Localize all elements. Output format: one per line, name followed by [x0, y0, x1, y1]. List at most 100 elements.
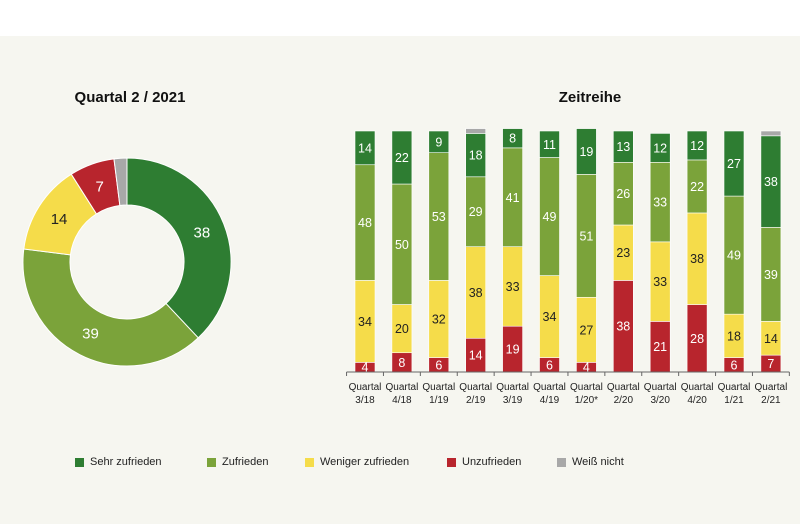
legend-swatch-sehr-zufrieden [75, 457, 84, 467]
bar-data-label: 33 [653, 196, 667, 210]
x-tick-label: 1/21 [724, 395, 744, 406]
x-tick-label: Quartal [644, 382, 677, 393]
bar-data-label: 23 [616, 246, 630, 260]
x-tick-label: Quartal [755, 382, 788, 393]
bar-segment-weiss-nicht [465, 128, 487, 134]
bar-data-label: 7 [767, 357, 774, 371]
x-tick-label: Quartal [718, 382, 751, 393]
bar-data-label: 14 [764, 332, 778, 346]
bar-data-label: 9 [435, 135, 442, 149]
bar-data-label: 20 [395, 322, 409, 336]
bar-data-label: 34 [543, 310, 557, 324]
x-tick-label: Quartal [681, 382, 714, 393]
bar-data-label: 11 [543, 138, 556, 152]
bar-data-label: 27 [579, 323, 593, 337]
x-tick-label: Quartal [422, 382, 455, 393]
bar-data-label: 21 [653, 340, 667, 354]
x-tick-label: 2/20 [614, 395, 634, 406]
bar-segment-sehr-zufrieden [723, 130, 745, 197]
time-series-title: Zeitreihe [558, 89, 622, 106]
bar-data-label: 33 [506, 280, 520, 294]
bar-segment-sehr-zufrieden [686, 130, 708, 161]
bar-data-label: 19 [506, 343, 520, 357]
legend-label-weniger-zufrieden: Weniger zufrieden [320, 456, 410, 468]
bar-data-label: 14 [469, 349, 483, 363]
legend-item-unzufrieden: Unzufrieden [447, 454, 521, 470]
bar-data-label: 8 [509, 132, 516, 146]
x-tick-label: Quartal [496, 382, 529, 393]
legend-label-zufrieden: Zufrieden [222, 456, 269, 468]
bar-segment-sehr-zufrieden [428, 130, 450, 153]
legend-swatch-zufrieden [207, 457, 216, 467]
bar-data-label: 34 [358, 315, 372, 329]
legend-swatch-weiss-nicht [557, 457, 566, 467]
bar-data-label: 12 [690, 139, 704, 153]
bar-segment-sehr-zufrieden [354, 130, 376, 166]
bar-data-label: 33 [653, 275, 667, 289]
bar-data-label: 13 [616, 140, 630, 154]
x-tick-label: Quartal [386, 382, 419, 393]
legend-label-unzufrieden: Unzufrieden [462, 456, 522, 468]
bar-data-label: 38 [764, 175, 778, 189]
donut-chart-title: Quartal 2 / 2021 [74, 89, 186, 106]
bar-data-label: 39 [764, 268, 778, 282]
x-tick-label: 1/20* [575, 395, 598, 406]
bar-data-label: 18 [469, 149, 483, 163]
bar-data-label: 38 [690, 252, 704, 266]
bar-data-label: 41 [506, 191, 520, 205]
bar-data-label: 18 [727, 329, 741, 343]
x-tick-label: 4/20 [687, 395, 707, 406]
x-tick-label: Quartal [349, 382, 382, 393]
x-tick-label: Quartal [459, 382, 492, 393]
legend-label-sehr-zufrieden: Sehr zufrieden [90, 456, 162, 468]
bar-data-label: 51 [579, 229, 593, 243]
bar-data-label: 14 [358, 141, 372, 155]
bar-data-label: 8 [398, 356, 405, 370]
x-tick-label: Quartal [607, 382, 640, 393]
bar-segment-sehr-zufrieden [391, 130, 413, 185]
bar-data-label: 53 [432, 210, 446, 224]
x-tick-label: Quartal [533, 382, 566, 393]
bar-segment-sehr-zufrieden [649, 133, 671, 163]
legend-item-zufrieden: Zufrieden [207, 454, 268, 470]
bar-data-label: 26 [616, 187, 630, 201]
bar-data-label: 27 [727, 157, 741, 171]
bar-data-label: 38 [616, 320, 630, 334]
legend-item-sehr-zufrieden: Sehr zufrieden [75, 454, 162, 470]
legend: Sehr zufrieden Zufrieden Weniger zufried… [70, 454, 770, 470]
bar-data-label: 6 [546, 358, 553, 372]
bar-data-label: 38 [469, 286, 483, 300]
bar-data-label: 32 [432, 312, 446, 326]
bar-segment-sehr-zufrieden [539, 130, 560, 158]
bar-data-label: 22 [395, 151, 409, 165]
bar-segment-sehr-zufrieden [576, 128, 597, 175]
x-tick-label: 2/19 [466, 395, 486, 406]
legend-item-weniger-zufrieden: Weniger zufrieden [305, 454, 409, 470]
bar-data-label: 50 [395, 238, 409, 252]
bar-segment-sehr-zufrieden [612, 130, 634, 163]
x-tick-label: 1/19 [429, 395, 449, 406]
bar-data-label: 49 [543, 210, 557, 224]
bar-data-label: 6 [731, 358, 738, 372]
x-tick-label: Quartal [570, 382, 603, 393]
legend-swatch-unzufrieden [447, 457, 456, 467]
bar-data-label: 6 [435, 358, 442, 372]
legend-swatch-weniger-zufrieden [305, 457, 314, 467]
bar-segment-weiss-nicht [760, 130, 782, 137]
legend-label-weiss-nicht: Weiß nicht [572, 456, 624, 468]
x-tick-label: 3/19 [503, 395, 523, 406]
bar-data-label: 12 [653, 141, 667, 155]
bar-segment-sehr-zufrieden [502, 128, 523, 149]
legend-item-weiss-nicht: Weiß nicht [557, 454, 624, 470]
bar-data-label: 29 [469, 205, 483, 219]
bar-data-label: 28 [690, 332, 704, 346]
x-tick-label: 3/20 [650, 395, 670, 406]
bar-data-label: 22 [690, 180, 704, 194]
bar-data-label: 48 [358, 216, 372, 230]
bar-data-label: 4 [362, 361, 369, 375]
bar-data-label: 4 [583, 361, 590, 375]
x-tick-label: 2/21 [761, 395, 781, 406]
x-tick-label: 4/18 [392, 395, 412, 406]
bar-data-label: 19 [579, 145, 593, 159]
